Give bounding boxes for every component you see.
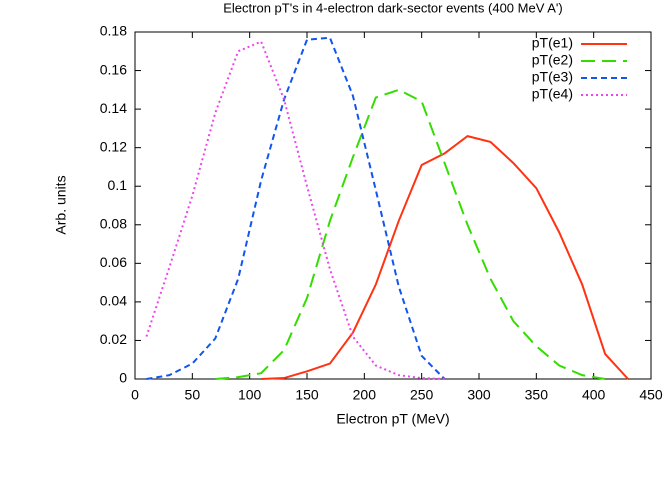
x-tick-label: 150 [295,387,319,403]
legend-label: pT(e2) [532,52,573,68]
x-tick-label: 50 [185,387,201,403]
legend-label: pT(e1) [532,35,573,51]
y-tick-label: 0.14 [100,100,127,116]
y-tick-label: 0.06 [100,254,127,270]
plot-frame [134,31,652,380]
chart-title: Electron pT's in 4-electron dark-sector … [223,0,563,15]
series-line [145,40,445,380]
x-tick-label: 250 [410,387,434,403]
x-tick-label: 450 [639,387,663,403]
y-tick-label: 0.1 [108,177,128,193]
x-tick-label: 100 [238,387,262,403]
y-axis-label: Arb. units [53,175,69,234]
x-tick-label: 400 [582,387,606,403]
y-tick-label: 0.12 [100,138,127,154]
series-line [215,88,606,380]
x-tick-label: 0 [131,387,139,403]
x-axis-label: Electron pT (MeV) [336,411,449,427]
x-tick-label: 300 [467,387,491,403]
legend-label: pT(e4) [532,86,573,102]
y-tick-label: 0.08 [100,215,127,231]
series-line [261,135,629,380]
x-tick-label: 200 [353,387,377,403]
y-tick-label: 0 [119,370,127,386]
y-tick-label: 0.02 [100,331,127,347]
y-tick-label: 0.04 [100,293,127,309]
legend-label: pT(e3) [532,69,573,85]
x-tick-label: 350 [525,387,549,403]
y-tick-label: 0.16 [100,61,127,77]
y-tick-label: 0.18 [100,23,127,39]
series-line [146,36,446,380]
